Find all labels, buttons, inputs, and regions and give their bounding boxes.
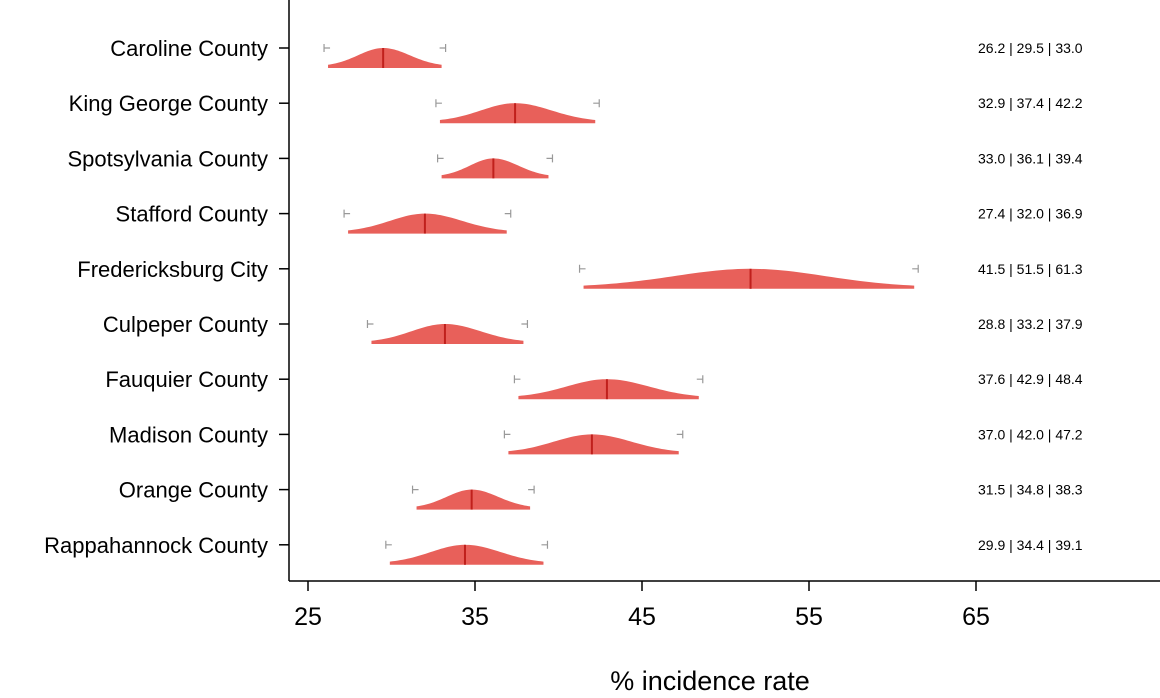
- category-label: Caroline County: [110, 36, 268, 61]
- data-label: 28.8 | 33.2 | 37.9: [978, 316, 1083, 332]
- category-label: Fauquier County: [105, 367, 268, 392]
- upper-bound-marker: [521, 320, 529, 328]
- lower-bound-marker: [343, 209, 351, 218]
- violin-shape: [441, 158, 549, 179]
- data-label: 33.0 | 36.1 | 39.4: [978, 150, 1083, 166]
- category-label: Culpeper County: [103, 312, 268, 337]
- violin-row: Rappahannock County 29.9 | 34.4 | 39.1: [44, 533, 1083, 565]
- upper-bound-marker: [912, 264, 919, 273]
- violin-row: Fredericksburg City 41.5 | 51.5 | 61.3: [77, 257, 1083, 289]
- lower-bound-marker: [503, 430, 511, 439]
- category-label: Rappahannock County: [44, 533, 268, 558]
- data-label: 37.6 | 42.9 | 48.4: [978, 371, 1083, 387]
- data-label: 31.5 | 34.8 | 38.3: [978, 482, 1083, 498]
- upper-bound-marker: [593, 99, 600, 108]
- violin-shape: [328, 48, 442, 68]
- violin-shape: [439, 103, 596, 124]
- lower-bound-marker: [366, 320, 374, 328]
- violin-row: Spotsylvania County 33.0 | 36.1 | 39.4: [67, 146, 1083, 179]
- lower-bound-marker: [513, 375, 521, 384]
- violin-row: Madison County 37.0 | 42.0 | 47.2: [109, 422, 1083, 455]
- x-axis-ticks: 25 35 45 55 65: [294, 581, 990, 631]
- violin-row: Stafford County 27.4 | 32.0 | 36.9: [116, 202, 1083, 234]
- x-axis-title: % incidence rate: [610, 666, 810, 696]
- category-label: King George County: [69, 91, 268, 116]
- lower-bound-marker: [437, 154, 444, 163]
- violin-shape: [348, 213, 507, 234]
- x-tick-label: 55: [795, 603, 823, 631]
- data-label: 32.9 | 37.4 | 42.2: [978, 95, 1083, 111]
- x-tick-label: 65: [962, 603, 990, 631]
- upper-bound-marker: [546, 154, 554, 163]
- lower-bound-marker: [578, 264, 586, 273]
- lower-bound-marker: [435, 99, 442, 108]
- upper-bound-marker: [696, 375, 704, 384]
- category-label: Stafford County: [116, 202, 268, 227]
- violin-shape: [508, 434, 679, 455]
- upper-bound-marker: [528, 485, 535, 494]
- violin-row: Culpeper County 28.8 | 33.2 | 37.9: [103, 312, 1083, 344]
- category-label: Madison County: [109, 422, 268, 447]
- data-label: 41.5 | 51.5 | 61.3: [978, 261, 1083, 277]
- upper-bound-marker: [504, 209, 512, 218]
- violin-row: King George County 32.9 | 37.4 | 42.2: [69, 91, 1083, 124]
- data-label: 29.9 | 34.4 | 39.1: [978, 537, 1083, 553]
- violin-layer: Caroline County 26.2 | 29.5 | 33.0 King Ge…: [44, 36, 1083, 565]
- data-label: 26.2 | 29.5 | 33.0: [978, 40, 1083, 56]
- category-label: Orange County: [119, 478, 268, 503]
- category-label: Fredericksburg City: [77, 257, 268, 282]
- data-label: 27.4 | 32.0 | 36.9: [978, 206, 1083, 222]
- upper-bound-marker: [439, 44, 447, 52]
- category-label: Spotsylvania County: [67, 146, 268, 171]
- x-tick-label: 45: [628, 603, 656, 631]
- data-label: 37.0 | 42.0 | 47.2: [978, 426, 1083, 442]
- violin-row: Orange County 31.5 | 34.8 | 38.3: [119, 478, 1083, 510]
- lower-bound-marker: [411, 485, 419, 494]
- upper-bound-marker: [676, 430, 684, 439]
- violin-row: Fauquier County 37.6 | 42.9 | 48.4: [105, 367, 1083, 400]
- violin-shape: [371, 324, 524, 344]
- violin-shape: [518, 379, 699, 400]
- lower-bound-marker: [385, 540, 392, 549]
- x-tick-label: 25: [294, 603, 322, 631]
- x-tick-label: 35: [461, 603, 489, 631]
- upper-bound-marker: [541, 540, 549, 549]
- lower-bound-marker: [323, 44, 331, 52]
- violin-shape: [416, 489, 531, 510]
- violin-shape: [389, 544, 544, 565]
- violin-shape: [583, 268, 915, 289]
- violin-row: Caroline County 26.2 | 29.5 | 33.0: [110, 36, 1083, 68]
